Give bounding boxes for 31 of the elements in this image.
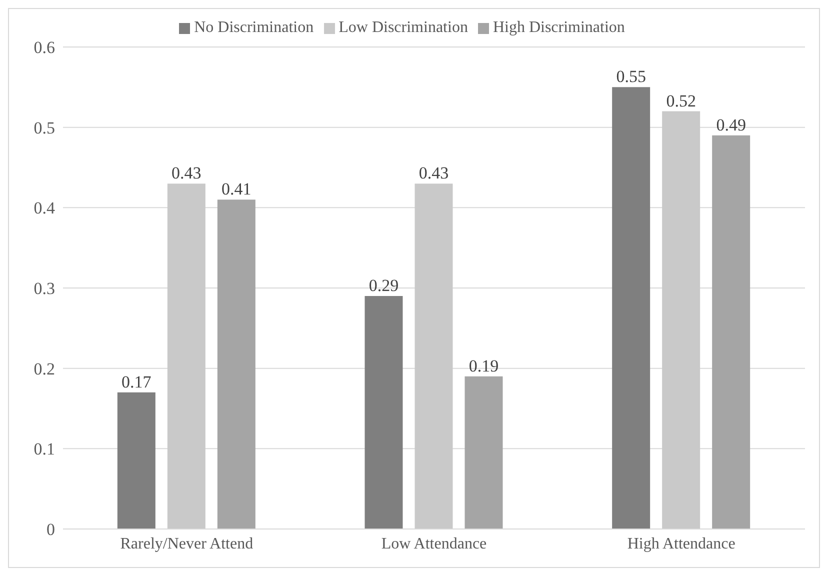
data-label: 0.19 (468, 356, 499, 376)
data-label: 0.49 (716, 115, 746, 134)
y-tick-label: 0.6 (34, 38, 55, 58)
bar (364, 296, 403, 529)
legend-label: High Discrimination (492, 19, 625, 36)
data-label: 0.43 (172, 164, 202, 183)
legend-label: Low Discrimination (338, 19, 468, 36)
bar (217, 200, 256, 529)
y-tick-label: 0 (46, 520, 55, 540)
x-tick-label: Low Attendance (381, 535, 487, 552)
y-tick-label: 0.5 (34, 118, 55, 138)
y-tick-label: 0.3 (34, 279, 55, 298)
legend-label: No Discrimination (194, 19, 314, 36)
y-tick-label: 0.4 (34, 198, 56, 218)
bar (612, 87, 650, 529)
bar (464, 376, 503, 529)
data-label: 0.43 (418, 164, 449, 183)
bar (167, 184, 206, 529)
bar (662, 111, 700, 529)
data-label: 0.52 (666, 91, 696, 110)
bar (414, 184, 453, 529)
y-tick-label: 0.2 (34, 359, 55, 378)
data-label: 0.17 (122, 372, 152, 392)
x-tick-label: High Attendance (627, 535, 736, 552)
bar (712, 135, 750, 529)
bar (117, 392, 156, 529)
data-label: 0.55 (616, 67, 646, 86)
y-tick-label: 0.1 (34, 440, 55, 459)
data-label: 0.29 (368, 276, 399, 296)
data-label: 0.41 (222, 180, 252, 199)
x-tick-label: Rarely/Never Attend (120, 535, 254, 552)
